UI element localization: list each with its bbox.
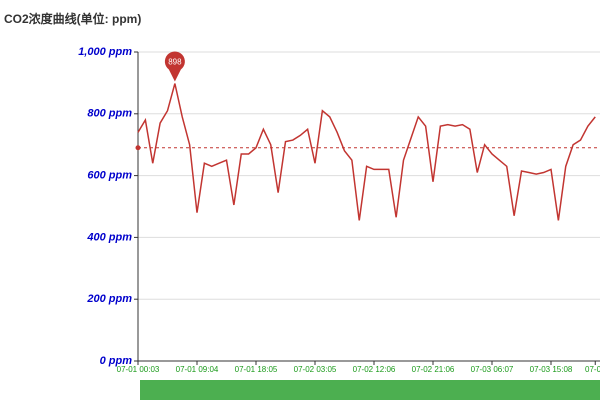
x-tick-label: 07-02 03:05 <box>294 365 337 374</box>
x-tick-label: 07-02 21:06 <box>412 365 455 374</box>
max-pin <box>164 51 185 82</box>
zoom-bar[interactable] <box>140 380 600 400</box>
x-tick-label: 07-01 18:05 <box>235 365 278 374</box>
x-tick-label: 07-04 <box>585 365 600 374</box>
chart-title: CO2浓度曲线(单位: ppm) <box>4 11 141 26</box>
y-tick-label: 200 ppm <box>86 293 132 305</box>
y-tick-label: 0 ppm <box>100 355 133 367</box>
x-tick-label: 07-03 15:08 <box>530 365 573 374</box>
y-tick-label: 400 ppm <box>86 231 132 243</box>
y-tick-label: 600 ppm <box>87 170 132 182</box>
y-tick-label: 800 ppm <box>87 108 132 120</box>
max-label: 898 <box>168 58 182 67</box>
line <box>137 83 596 221</box>
x-tick-label: 07-01 09:04 <box>176 365 219 374</box>
x-tick-label: 07-02 12:06 <box>353 365 396 374</box>
x-tick-label: 07-03 06:07 <box>471 365 514 374</box>
average-marker <box>135 145 141 151</box>
x-tick-label: 07-01 00:03 <box>117 365 160 374</box>
y-tick-label: 1,000 ppm <box>78 46 132 58</box>
